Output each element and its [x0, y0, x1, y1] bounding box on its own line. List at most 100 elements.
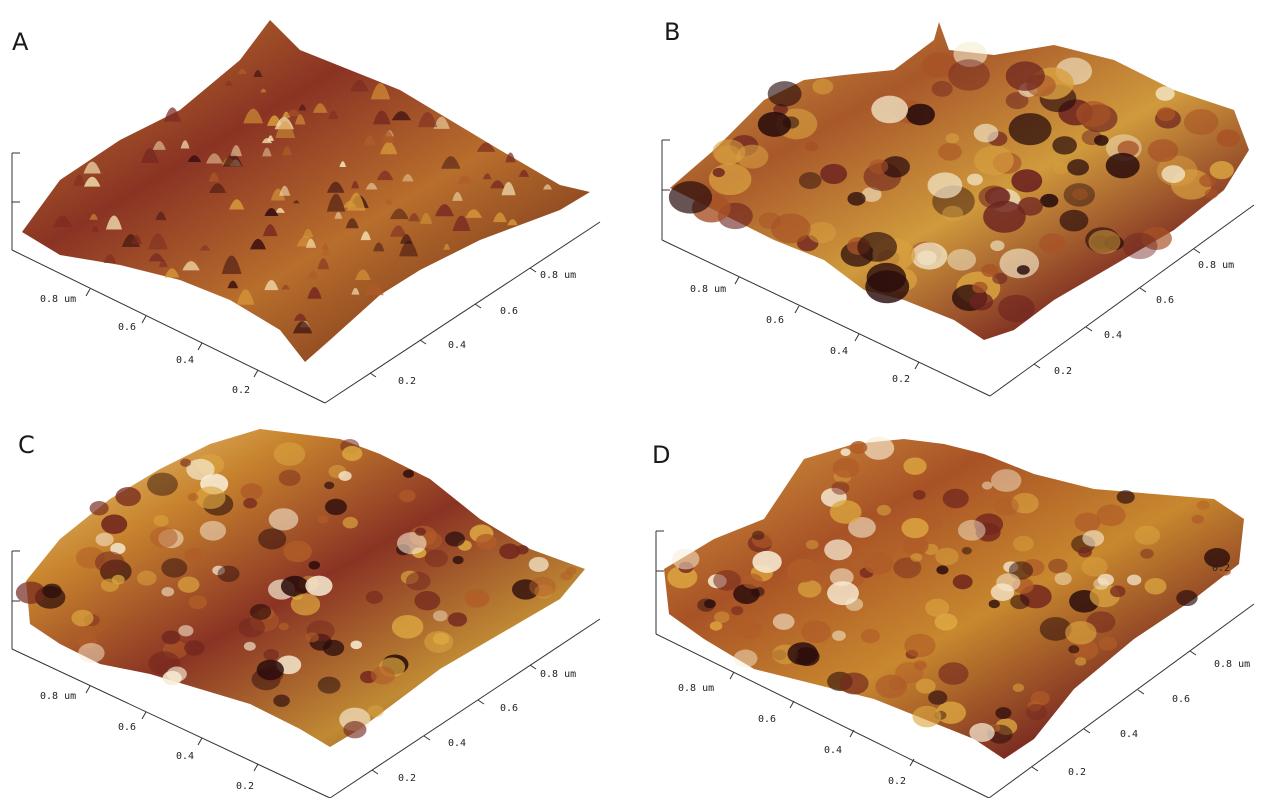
surface-peak [1077, 546, 1092, 558]
surface-peak [829, 500, 862, 524]
surface-peak [147, 472, 178, 496]
surface-peak [53, 215, 73, 228]
right-tick-1: 0.6 [500, 703, 518, 714]
surface-peak [433, 116, 450, 129]
surface-peak [515, 544, 529, 555]
surface-peak [153, 514, 169, 527]
surface-peak [414, 527, 426, 536]
surface-peak [298, 104, 307, 111]
surface-peak [735, 618, 763, 640]
surface-peak [452, 191, 463, 201]
surface-peak [83, 176, 101, 187]
surface-peak [981, 264, 999, 278]
surface-peak [221, 255, 242, 275]
surface-peak [282, 111, 291, 118]
surface-peak [187, 493, 199, 501]
surface-peak [339, 161, 347, 167]
surface-peak [767, 81, 802, 107]
left-tick-2: 0.4 [176, 355, 194, 366]
surface-peak [250, 238, 267, 250]
surface-peak [752, 550, 782, 573]
afm-surface-plot-b: 0.8 um 0.6 0.4 0.2 0.8 um 0.6 0.4 0.2 [661, 22, 1255, 397]
surface-peak [938, 142, 962, 161]
surface-peak [372, 110, 391, 125]
right-base-axis [988, 603, 1255, 798]
surface-peak [184, 640, 205, 656]
surface-peak [199, 245, 211, 251]
surface-peak [363, 135, 377, 146]
surface-peak [1116, 490, 1135, 504]
surface-peak [709, 621, 723, 631]
surface-peak [507, 219, 518, 226]
surface-peak [1054, 572, 1072, 586]
surface-peaks [53, 68, 552, 334]
surface-peak [457, 175, 473, 184]
surface-peak [940, 506, 952, 516]
right-base-axis [324, 221, 601, 404]
surface-peak [928, 690, 948, 705]
surface-peak [912, 490, 926, 500]
surface-peak [317, 676, 341, 694]
surface-peak [258, 528, 287, 550]
surface-peak [343, 200, 357, 208]
surface-peak [671, 548, 700, 570]
surface-peak [490, 180, 506, 189]
right-tick-1: 0.6 [1172, 694, 1190, 705]
surface-peak [1071, 639, 1099, 661]
surface-peak [334, 211, 343, 219]
surface-peak [164, 268, 180, 278]
surface-peak [355, 269, 371, 280]
surface-peak [305, 238, 317, 248]
surface-peak [398, 489, 416, 503]
surface-peak [238, 617, 265, 638]
surface-peak [992, 272, 1008, 285]
surface-peak [1204, 547, 1231, 568]
surface-peak [294, 114, 306, 125]
surface-peak [993, 496, 1019, 516]
surface-peak [921, 52, 956, 78]
surface-peak [307, 287, 322, 299]
surface-peak [205, 153, 223, 164]
surface-peak [376, 170, 394, 181]
surface-peak [812, 78, 834, 95]
surface-peak [187, 155, 202, 162]
surface-peak [283, 540, 312, 563]
surface-peak [798, 172, 822, 190]
surface-peak [184, 548, 204, 563]
surface-peak [195, 486, 226, 510]
surface-peak [308, 560, 321, 570]
surface-peak [945, 133, 960, 144]
surface-peak [325, 498, 347, 516]
surface-peak [757, 111, 792, 137]
surface-peak [273, 694, 290, 707]
left-tick-1: 0.6 [758, 714, 776, 725]
surface-peak [975, 522, 1001, 542]
surface-peak [998, 294, 1035, 323]
surface-peak [155, 211, 167, 221]
surface-peak [389, 208, 409, 220]
surface-peak [424, 549, 449, 568]
surface-peak [805, 141, 819, 152]
right-axis-ticks [371, 664, 537, 775]
surface-peak [915, 678, 936, 694]
surface-peak [904, 633, 936, 658]
surface-peak [307, 270, 319, 279]
surface-peak [1081, 556, 1108, 577]
surface-peak [714, 145, 742, 166]
surface-peak [1068, 645, 1080, 654]
right-tick-3: 0.2 [1068, 767, 1086, 778]
surface-peak [875, 674, 908, 699]
surface-peak [243, 108, 264, 124]
surface-peak [364, 283, 384, 296]
surface-peak [350, 640, 362, 650]
surface-peak [305, 632, 319, 643]
surface-peak [1161, 165, 1186, 183]
surface-peak [969, 723, 995, 743]
surface-peak [1088, 229, 1121, 254]
surface-peak [230, 145, 242, 157]
right-tick-3: 0.2 [398, 773, 416, 784]
surface-peak [938, 662, 969, 685]
panel-label-b: B [664, 18, 681, 46]
left-tick-0: 0.8 um [40, 691, 76, 702]
surface-peak [302, 228, 314, 238]
